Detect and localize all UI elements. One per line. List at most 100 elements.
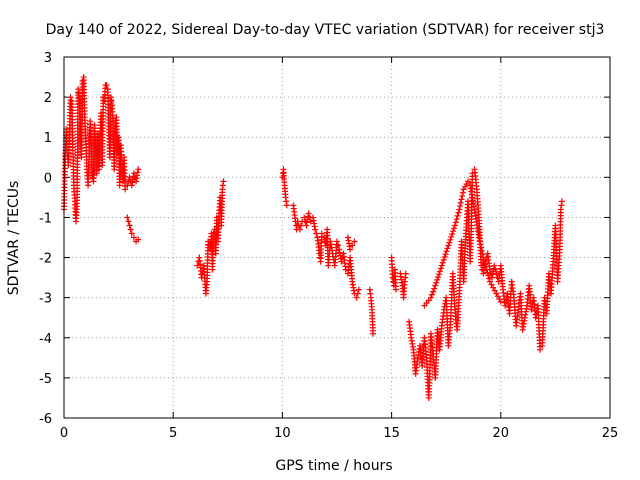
data-point — [485, 272, 492, 279]
data-point — [312, 226, 319, 233]
data-point — [486, 278, 493, 285]
data-point — [443, 248, 450, 255]
data-point — [130, 170, 137, 177]
data-point — [449, 231, 456, 238]
data-point — [451, 225, 457, 232]
data-point — [436, 271, 443, 278]
data-point — [459, 193, 466, 200]
data-point — [445, 242, 452, 249]
data-point — [122, 186, 129, 193]
data-point — [476, 237, 483, 244]
data-point — [349, 242, 356, 249]
y-tick-label: 1 — [44, 131, 52, 146]
data-point — [283, 202, 290, 209]
data-point — [127, 226, 134, 233]
x-tick-label: 5 — [169, 426, 177, 441]
data-point — [441, 253, 448, 260]
data-point — [497, 298, 504, 305]
data-point — [481, 260, 488, 267]
data-point — [125, 218, 132, 225]
data-point — [448, 233, 455, 240]
data-point — [478, 247, 485, 254]
x-tick-label: 0 — [60, 426, 68, 441]
data-point — [478, 262, 485, 269]
data-point — [430, 288, 437, 295]
data-point — [313, 230, 320, 237]
y-tick-label: 0 — [44, 171, 52, 186]
data-point — [126, 174, 133, 181]
chart-title: Day 140 of 2022, Sidereal Day-to-day VTE… — [46, 22, 605, 38]
data-point — [493, 270, 500, 277]
data-point — [124, 214, 131, 221]
data-point — [537, 346, 544, 353]
data-point — [67, 94, 74, 101]
data-point — [482, 263, 489, 270]
data-point — [135, 236, 142, 243]
data-point — [477, 241, 484, 248]
data-point — [353, 294, 360, 301]
y-tick-label: -4 — [39, 332, 52, 347]
y-axis-label: SDTVAR / TECUs — [6, 181, 22, 296]
data-point — [491, 287, 498, 294]
y-tick-label: -6 — [39, 412, 52, 427]
data-point — [128, 230, 135, 237]
data-point — [429, 291, 436, 298]
data-point — [301, 214, 308, 221]
data-point — [370, 330, 377, 337]
y-tick-label: -1 — [39, 211, 52, 226]
x-tick-label: 10 — [274, 426, 291, 441]
data-point — [194, 262, 201, 269]
data-point — [427, 294, 434, 301]
y-tick-label: -2 — [39, 252, 52, 267]
data-point — [484, 269, 491, 276]
data-point — [491, 262, 498, 269]
plot-area-border — [63, 56, 611, 419]
data-point — [457, 203, 464, 210]
data-point — [351, 238, 358, 245]
data-point — [296, 226, 303, 233]
data-point — [433, 279, 440, 286]
data-point — [451, 222, 458, 229]
data-point — [130, 234, 137, 241]
data-point — [454, 212, 461, 219]
data-point — [437, 265, 444, 272]
data-point — [355, 286, 362, 293]
data-point — [486, 275, 493, 282]
data-point — [479, 251, 486, 258]
data-point — [435, 274, 442, 281]
data-point — [126, 222, 133, 229]
data-point — [392, 286, 399, 293]
data-point — [459, 189, 466, 196]
data-point — [483, 266, 490, 273]
data-point — [455, 209, 462, 216]
data-point — [334, 238, 340, 245]
data-point — [338, 258, 345, 265]
y-tick-label: -3 — [39, 292, 52, 307]
y-tick-label: 3 — [44, 51, 52, 66]
data-point — [438, 262, 445, 269]
x-tick-label: 15 — [383, 426, 400, 441]
data-point — [490, 284, 497, 291]
data-point — [402, 270, 409, 277]
data-point — [434, 276, 441, 283]
data-point — [452, 219, 459, 226]
data-point — [440, 256, 447, 263]
data-series — [61, 74, 565, 401]
data-point — [481, 257, 488, 264]
grid — [64, 57, 610, 418]
data-point — [103, 82, 110, 89]
data-point — [432, 282, 439, 289]
data-point — [305, 210, 312, 217]
data-point — [297, 222, 304, 229]
data-point — [447, 236, 454, 243]
data-point — [442, 251, 449, 258]
data-point — [220, 178, 227, 185]
data-point — [347, 246, 354, 253]
data-point — [478, 244, 485, 251]
data-point — [307, 218, 314, 225]
data-point — [475, 234, 482, 241]
data-point — [135, 166, 142, 173]
data-point — [492, 266, 499, 273]
